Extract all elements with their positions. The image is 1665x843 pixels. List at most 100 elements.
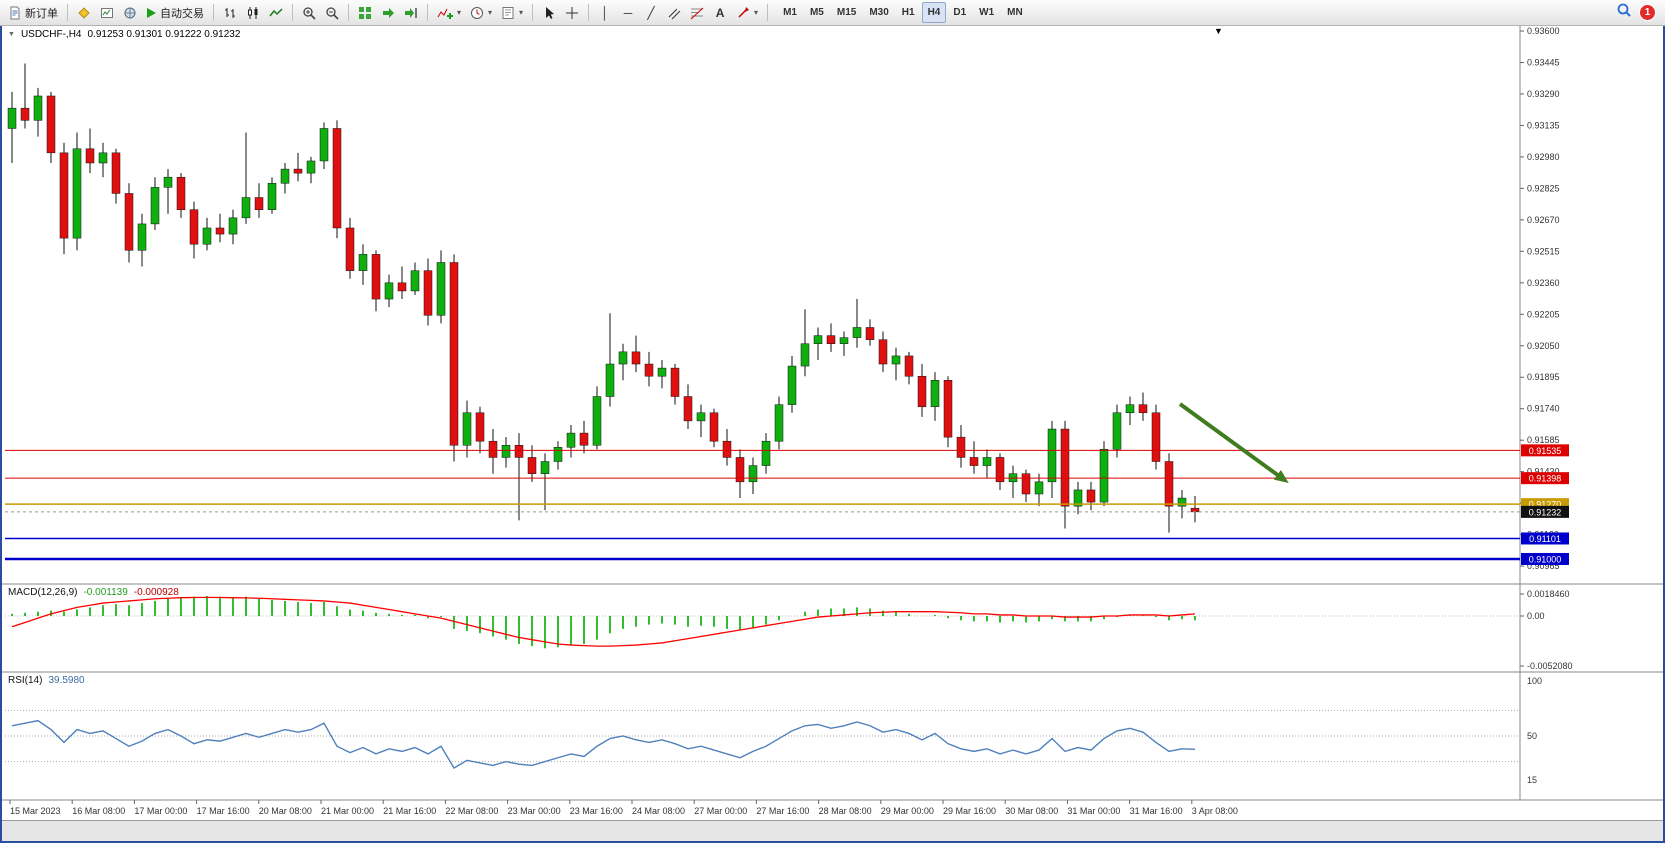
timeframe-mn[interactable]: MN [1001, 2, 1029, 23]
channel-button[interactable] [663, 2, 685, 23]
chevron-down-icon: ▾ [754, 8, 759, 17]
svg-text:27 Mar 16:00: 27 Mar 16:00 [756, 806, 809, 816]
fibonacci-icon [690, 6, 704, 20]
svg-text:0.0018460: 0.0018460 [1527, 589, 1570, 599]
svg-text:23 Mar 00:00: 23 Mar 00:00 [508, 806, 561, 816]
timeframe-m30[interactable]: M30 [863, 2, 894, 23]
metaeditor-icon [77, 6, 91, 20]
auto-trading-button[interactable]: 自动交易 [142, 2, 208, 23]
zoom-out-button[interactable] [321, 2, 343, 23]
svg-text:22 Mar 08:00: 22 Mar 08:00 [445, 806, 498, 816]
rsi-line [11, 719, 1196, 769]
periods-button[interactable]: ▾ [466, 2, 496, 23]
timeframe-w1[interactable]: W1 [973, 2, 1000, 23]
svg-text:0.91585: 0.91585 [1527, 435, 1560, 445]
level-price-tag: 0.91535 [1521, 444, 1569, 457]
chart-shift-button[interactable] [400, 2, 422, 23]
chart-dropdown-icon[interactable]: ▼ [1214, 26, 1223, 36]
toolbar-separator [767, 4, 769, 21]
chevron-down-icon: ▾ [488, 8, 493, 17]
svg-text:29 Mar 16:00: 29 Mar 16:00 [943, 806, 996, 816]
svg-text:0.91895: 0.91895 [1527, 372, 1560, 382]
zoom-in-button[interactable] [298, 2, 320, 23]
metaeditor-button[interactable] [73, 2, 95, 23]
chevron-down-icon: ▾ [519, 8, 524, 17]
chart-canvas[interactable]: 0.93600 0.93445 0.93290 0.93135 0.92980 0.928… [2, 26, 1663, 820]
bar-chart-button[interactable] [219, 2, 241, 23]
svg-text:0.92980: 0.92980 [1527, 152, 1560, 162]
level-lines[interactable] [5, 449, 1520, 561]
text-tool-icon: A [715, 5, 725, 20]
trend-arrow[interactable] [1178, 402, 1289, 484]
window-bottom-strip [2, 820, 1663, 841]
indicators-button[interactable]: ▾ [433, 2, 465, 23]
search-icon[interactable] [1616, 2, 1632, 23]
line-chart-button[interactable] [265, 2, 287, 23]
timeframe-d1[interactable]: D1 [947, 2, 972, 23]
line-chart-icon [269, 6, 283, 20]
svg-text:0.92670: 0.92670 [1527, 215, 1560, 225]
market-watch-button[interactable] [96, 2, 118, 23]
svg-text:0.91535: 0.91535 [1529, 446, 1562, 456]
candlestick-chart-icon [246, 6, 260, 20]
chart-shift-icon [404, 6, 418, 20]
zoom-in-icon [302, 6, 316, 20]
svg-text:0.91270: 0.91270 [1529, 500, 1562, 510]
svg-text:0.92825: 0.92825 [1527, 183, 1560, 193]
auto-scroll-icon [381, 6, 395, 20]
svg-text:0.92360: 0.92360 [1527, 278, 1560, 288]
candlestick-chart-button[interactable] [242, 2, 264, 23]
svg-text:16 Mar 08:00: 16 Mar 08:00 [72, 806, 125, 816]
svg-text:31 Mar 00:00: 31 Mar 00:00 [1067, 806, 1120, 816]
svg-text:15 Mar 2023: 15 Mar 2023 [10, 806, 61, 816]
horizontal-line-icon: ─ [623, 5, 633, 20]
navigator-button[interactable] [119, 2, 141, 23]
tile-windows-button[interactable] [354, 2, 376, 23]
svg-text:15: 15 [1527, 775, 1537, 785]
level-price-tag: 0.91000 [1521, 552, 1569, 565]
cursor-button[interactable] [538, 2, 560, 23]
svg-text:21 Mar 00:00: 21 Mar 00:00 [321, 806, 374, 816]
fibonacci-button[interactable] [686, 2, 708, 23]
svg-text:0.92205: 0.92205 [1527, 309, 1560, 319]
chevron-down-icon: ▾ [457, 8, 462, 17]
svg-text:50: 50 [1527, 731, 1537, 741]
toolbar-separator [427, 4, 428, 21]
svg-text:28 Mar 08:00: 28 Mar 08:00 [819, 806, 872, 816]
svg-text:0.93600: 0.93600 [1527, 26, 1560, 36]
svg-text:-0.0052080: -0.0052080 [1527, 661, 1573, 671]
svg-text:0.91740: 0.91740 [1527, 404, 1560, 414]
play-icon [146, 7, 157, 19]
time-axis[interactable]: 15 Mar 2023 16 Mar 08:00 17 Mar 00:00 17 Ma… [9, 800, 1238, 816]
arrows-button[interactable]: ▾ [732, 2, 762, 23]
svg-text:0.93135: 0.93135 [1527, 120, 1560, 130]
horizontal-line-button[interactable]: ─ [617, 2, 639, 23]
svg-text:0.91232: 0.91232 [1529, 507, 1562, 517]
notification-badge[interactable]: 1 [1640, 5, 1655, 20]
svg-text:17 Mar 16:00: 17 Mar 16:00 [197, 806, 250, 816]
svg-text:0.92050: 0.92050 [1527, 341, 1560, 351]
timeframe-m15[interactable]: M15 [831, 2, 862, 23]
new-order-label: 新订单 [25, 7, 58, 20]
svg-text:20 Mar 08:00: 20 Mar 08:00 [259, 806, 312, 816]
new-order-button[interactable]: 新订单 [4, 2, 62, 23]
svg-text:21 Mar 16:00: 21 Mar 16:00 [383, 806, 436, 816]
bar-chart-icon [223, 6, 237, 20]
svg-text:0.92515: 0.92515 [1527, 246, 1560, 256]
crosshair-button[interactable] [561, 2, 583, 23]
timeframe-m1[interactable]: M1 [777, 2, 803, 23]
timeframe-m5[interactable]: M5 [804, 2, 830, 23]
vertical-line-button[interactable]: │ [594, 2, 616, 23]
auto-scroll-button[interactable] [377, 2, 399, 23]
templates-button[interactable]: ▾ [497, 2, 527, 23]
text-button[interactable]: A [709, 2, 731, 23]
trendline-icon: ╱ [647, 5, 655, 20]
zoom-out-icon [325, 6, 339, 20]
trendline-button[interactable]: ╱ [640, 2, 662, 23]
toolbar-separator [292, 4, 293, 21]
svg-text:24 Mar 08:00: 24 Mar 08:00 [632, 806, 685, 816]
timeframe-h1[interactable]: H1 [896, 2, 921, 23]
bid-price-tag: 0.91232 [1521, 505, 1569, 518]
price-scale[interactable]: 0.93600 0.93445 0.93290 0.93135 0.92980 0.928… [1520, 26, 1560, 571]
timeframe-h4[interactable]: H4 [921, 2, 947, 23]
